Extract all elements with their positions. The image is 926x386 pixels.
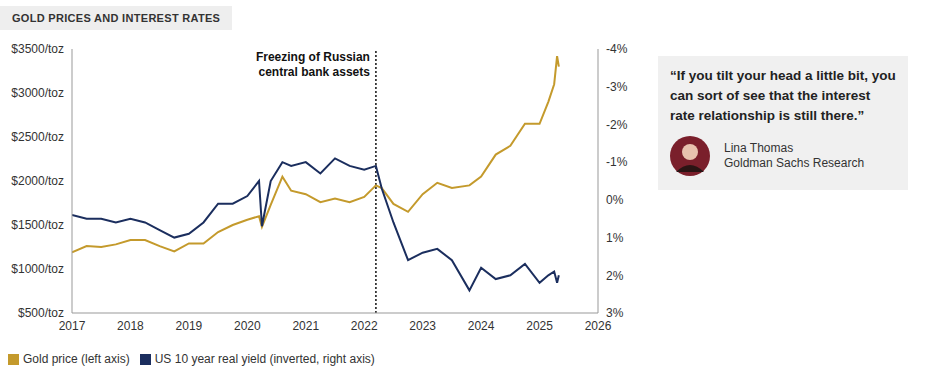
html-text:Gold price (left axis): Gold price (left axis) (23, 352, 130, 366)
svg-text:1%: 1% (606, 231, 624, 245)
svg-text:$3000/toz: $3000/toz (11, 86, 64, 100)
svg-text:$1500/toz: $1500/toz (11, 218, 64, 232)
svg-text:2021: 2021 (292, 319, 319, 333)
svg-text:$500/toz: $500/toz (18, 306, 64, 320)
svg-text:-1%: -1% (606, 155, 628, 169)
svg-text:2020: 2020 (234, 319, 261, 333)
svg-text:$3500/toz: $3500/toz (11, 42, 64, 56)
svg-text:2022: 2022 (351, 319, 378, 333)
svg-text:$2500/toz: $2500/toz (11, 130, 64, 144)
svg-text:2024: 2024 (468, 319, 495, 333)
svg-text:2%: 2% (606, 269, 624, 283)
html-text:“If you tilt your head a littl: “If you tilt your head a little bit, you… (670, 68, 896, 123)
svg-text:2019: 2019 (176, 319, 203, 333)
svg-text:2017: 2017 (59, 319, 86, 333)
svg-text:2018: 2018 (117, 319, 144, 333)
svg-text:2025: 2025 (526, 319, 553, 333)
html-text:Lina Thomas: Lina Thomas (724, 141, 794, 155)
svg-text:3%: 3% (606, 306, 624, 320)
svg-text:-3%: -3% (606, 80, 628, 94)
svg-text:2023: 2023 (409, 319, 436, 333)
svg-text:Freezing of Russiancentral ban: Freezing of Russiancentral bank assets (256, 50, 370, 79)
svg-text:$1000/toz: $1000/toz (11, 262, 64, 276)
svg-text:$2000/toz: $2000/toz (11, 174, 64, 188)
svg-text:0%: 0% (606, 193, 624, 207)
svg-text:-4%: -4% (606, 42, 628, 56)
svg-text:2026: 2026 (585, 319, 612, 333)
html-text:Goldman Sachs Research: Goldman Sachs Research (724, 156, 865, 170)
html-text:GOLD PRICES AND INTEREST RATES: GOLD PRICES AND INTEREST RATES (12, 12, 221, 24)
html-text:US 10 year real yield (inverte: US 10 year real yield (inverted, right a… (154, 352, 375, 366)
svg-text:-2%: -2% (606, 118, 628, 132)
